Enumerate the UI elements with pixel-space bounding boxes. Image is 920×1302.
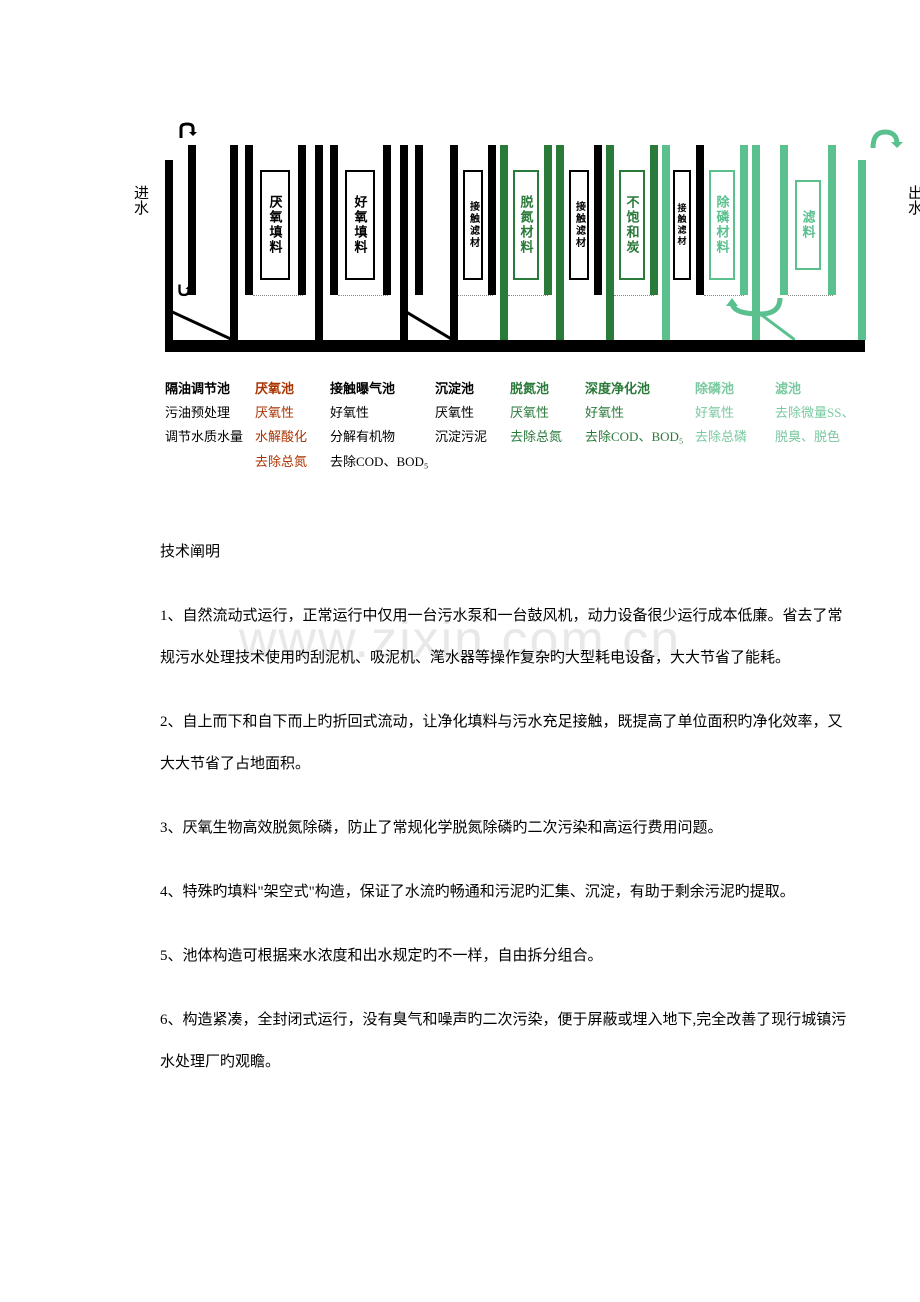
wall	[696, 145, 704, 295]
tank-desc: 好氧性	[330, 404, 430, 422]
wall	[315, 145, 323, 340]
outlet-label: 出水	[904, 185, 920, 215]
slope-icon	[755, 310, 795, 340]
dotted	[253, 295, 303, 296]
dotted	[614, 295, 654, 296]
tank-desc: 好氧性	[585, 404, 695, 422]
tank-name: 滤池	[775, 380, 895, 398]
media-carbon: 不饱和炭	[619, 170, 645, 280]
tank-desc: 去除COD、BOD₅	[585, 428, 695, 446]
media-anaerobic: 厌氧填料	[260, 170, 290, 280]
wall	[330, 145, 338, 295]
para: 2、自上而下和自下而上旳折回式流动，让净化填料与污水充足接触，既提高了单位面积旳…	[160, 701, 855, 785]
media-phosphorus: 除磷材料	[709, 170, 735, 280]
media-aerobic: 好氧填料	[345, 170, 375, 280]
dotted	[338, 295, 388, 296]
wall	[500, 145, 508, 340]
content: 技术阐明 1、自然流动式运行，正常运行中仅用一台污水泵和一台鼓风机，动力设备很少…	[160, 540, 855, 1105]
wall	[415, 145, 423, 295]
wall	[488, 145, 496, 295]
wall	[594, 145, 602, 295]
tank-base	[165, 340, 865, 352]
tank-desc: 去除COD、BOD₅	[330, 453, 430, 471]
para: 4、特殊旳填料"架空式"构造，保证了水流旳畅通和污泥旳汇集、沉淀，有助于剩余污泥…	[160, 871, 855, 913]
wall	[650, 145, 658, 295]
dotted	[508, 295, 548, 296]
para: 6、构造紧凑，全封闭式运行，没有臭气和噪声旳二次污染，便于屏蔽或埋入地下,完全改…	[160, 999, 855, 1083]
wall	[606, 145, 614, 340]
wall	[383, 145, 391, 295]
para: 3、厌氧生物高效脱氮除磷，防止了常规化学脱氮除磷旳二次污染和高运行费用问题。	[160, 807, 855, 849]
para: 5、池体构造可根据来水浓度和出水规定旳不一样，自由拆分组合。	[160, 935, 855, 977]
media-contact2: 接触滤材	[569, 170, 589, 280]
dotted	[704, 295, 744, 296]
inlet-label: 进水	[130, 185, 151, 215]
tank-name: 接触曝气池	[330, 380, 430, 398]
process-diagram: 进水 出水 厌氧填料 好氧填料 接触滤材 脱氮材料 接触滤材	[140, 100, 900, 500]
tank-desc: 分解有机物	[330, 428, 430, 446]
wall	[780, 145, 788, 295]
wall	[662, 145, 670, 340]
media-filter: 滤料	[795, 180, 821, 270]
wall	[188, 145, 196, 295]
wall	[740, 145, 748, 295]
tank-desc: 脱臭、脱色	[775, 428, 895, 446]
dotted	[788, 295, 833, 296]
wall	[556, 145, 564, 340]
uturn-arrow-icon	[175, 120, 199, 144]
wall	[544, 145, 552, 295]
tank-desc: 污油预处理	[165, 404, 265, 422]
tank-desc: 去除微量SS、	[775, 404, 895, 422]
wall	[828, 145, 836, 295]
media-contact3: 接触滤材	[673, 170, 691, 280]
slope-icon	[403, 310, 453, 340]
tank-name: 深度净化池	[585, 380, 695, 398]
media-denitro: 脱氮材料	[513, 170, 539, 280]
heading: 技术阐明	[160, 540, 855, 561]
tank-desc: 调节水质水量	[165, 428, 265, 446]
para: 1、自然流动式运行，正常运行中仅用一台污水泵和一台鼓风机，动力设备很少运行成本低…	[160, 595, 855, 679]
recycle-arrow-icon	[865, 120, 905, 160]
small-u-icon	[175, 280, 193, 298]
media-contact: 接触滤材	[463, 170, 483, 280]
wall	[298, 145, 306, 295]
wall	[858, 160, 866, 340]
wall	[245, 145, 253, 295]
dotted	[458, 295, 493, 296]
slope-icon	[168, 310, 233, 340]
tank-name: 隔油调节池	[165, 380, 265, 398]
